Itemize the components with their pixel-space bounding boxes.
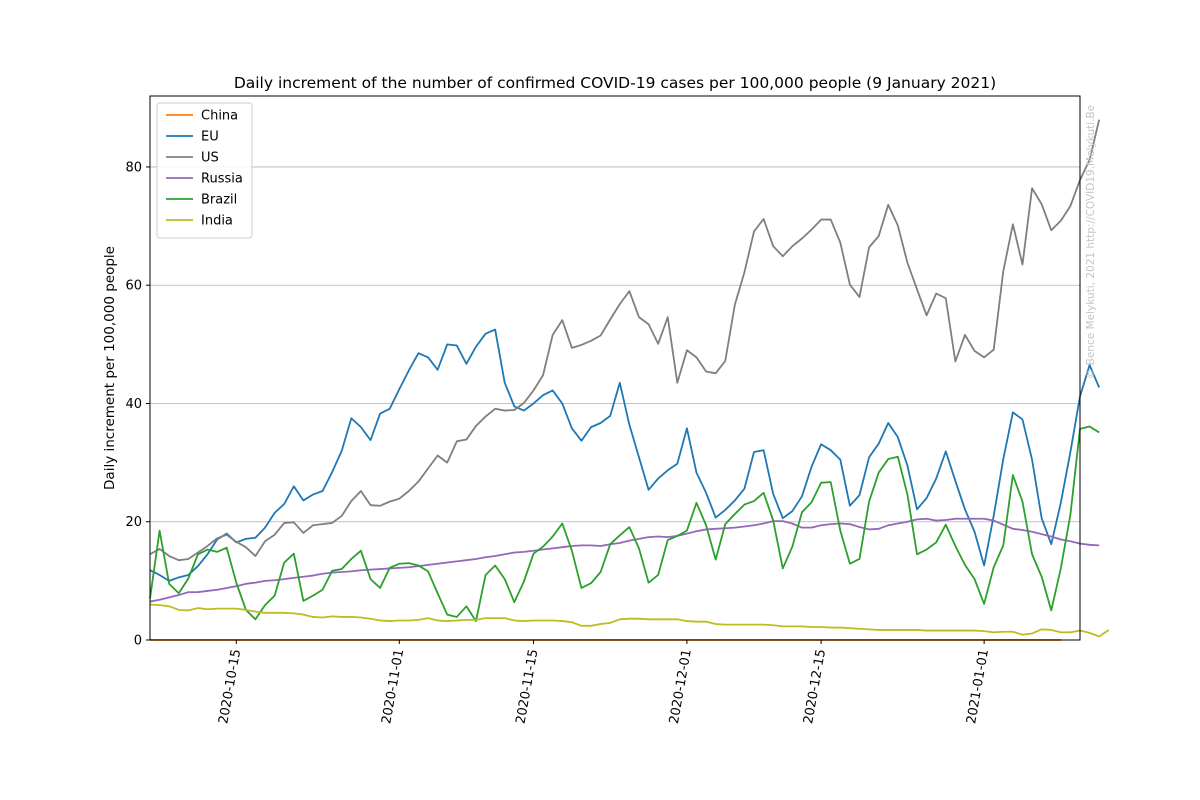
legend: China EU US Russia Brazil India [156,102,253,239]
series-lines [149,119,1110,641]
y-tick-label: 80 [125,160,142,175]
legend-label: US [201,151,219,166]
copyright-note: © Bence Melykuti, 2021 http://COVID19.Me… [1085,105,1097,379]
legend-label: EU [201,130,219,145]
legend-label: Brazil [201,193,237,208]
series-line-russia [149,517,1100,603]
y-axis-label: Daily increment per 100,000 people [102,246,118,490]
y-tick-label: 0 [134,634,142,649]
y-axis: 0 20 40 60 80 [125,160,150,649]
y-tick-label: 40 [125,397,142,412]
series-line-us [149,119,1101,562]
series-line-eu [149,328,1101,582]
y-tick-label: 20 [125,515,142,530]
series-line-brazil [149,425,1100,622]
plot-frame [149,95,1081,641]
legend-label: China [201,109,238,124]
series-line-india [149,603,1110,638]
legend-label: India [201,214,233,229]
gridlines [150,166,1080,523]
chart-title: Daily increment of the number of confirm… [234,74,996,92]
y-tick-label: 60 [125,279,142,294]
legend-label: Russia [201,172,243,187]
